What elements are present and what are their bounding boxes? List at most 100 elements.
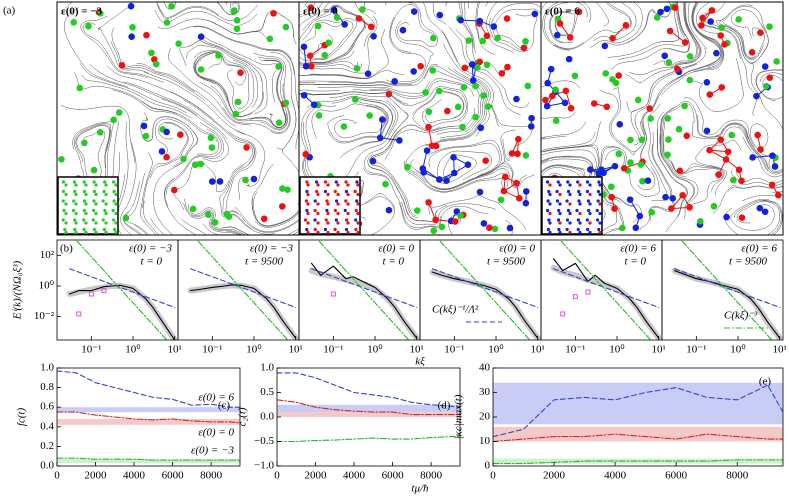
inset-dot xyxy=(598,183,602,187)
streamline xyxy=(696,2,727,40)
inset-dot xyxy=(313,218,317,222)
band xyxy=(277,412,460,417)
x-tick-label: 10¹ xyxy=(410,344,424,356)
x-tick-label: 10⁻¹ xyxy=(81,344,101,356)
vortex xyxy=(128,33,135,40)
inset-dot xyxy=(92,180,96,184)
vortex xyxy=(679,191,686,199)
x-tick-label: 10⁰ xyxy=(609,344,625,356)
vortex xyxy=(665,136,672,143)
streamline xyxy=(81,74,192,119)
inset-dot xyxy=(588,230,592,235)
vortex xyxy=(143,31,150,39)
inset-dot xyxy=(588,221,592,225)
vortex xyxy=(527,123,535,130)
vortex xyxy=(204,211,212,218)
streamline xyxy=(181,218,208,235)
inset-dot xyxy=(356,230,360,235)
inset-dot xyxy=(578,202,582,206)
inset-dot xyxy=(306,221,310,225)
vortex xyxy=(482,157,489,164)
vortex xyxy=(723,213,730,221)
vortex xyxy=(189,205,197,213)
vortex xyxy=(703,78,711,86)
inset-dot xyxy=(548,211,552,216)
band xyxy=(57,459,240,464)
streamline xyxy=(657,111,688,217)
x-tick-label: 2000 xyxy=(543,470,566,482)
inset-dot xyxy=(326,230,330,235)
x-tick-label: 10¹ xyxy=(531,344,545,356)
plot-area xyxy=(66,240,178,340)
band xyxy=(493,458,783,464)
vortex xyxy=(279,203,286,210)
streamline xyxy=(541,144,602,184)
inset-dot xyxy=(316,202,320,206)
inset-dot xyxy=(566,180,570,184)
inset-dot xyxy=(303,218,308,222)
vortex xyxy=(718,84,726,91)
vortex xyxy=(333,14,341,21)
image-panel xyxy=(541,2,783,235)
streamline xyxy=(76,125,110,180)
y-tick-label: 0.2 xyxy=(40,440,54,452)
vortex xyxy=(230,7,238,14)
series-line xyxy=(438,240,531,340)
streamline xyxy=(156,2,220,18)
x-tick-label: 10⁻¹ xyxy=(202,344,222,356)
y-tick-label: 20 xyxy=(479,411,491,423)
streamline xyxy=(123,212,143,235)
inset-dot xyxy=(558,183,562,187)
inset-dot xyxy=(114,211,118,216)
vortex xyxy=(738,177,745,185)
vortex xyxy=(639,177,646,185)
series-line xyxy=(559,240,652,340)
vortex xyxy=(302,62,310,70)
vortex xyxy=(483,32,491,40)
vortex xyxy=(379,116,386,123)
streamline xyxy=(225,131,257,215)
vortex xyxy=(454,103,462,111)
vortex xyxy=(754,131,761,139)
x-tick-label: 10⁰ xyxy=(246,344,262,356)
marker xyxy=(101,288,107,294)
streamline xyxy=(364,102,409,180)
inset-dot xyxy=(575,208,579,213)
streamline xyxy=(384,108,475,161)
vortex xyxy=(237,69,244,77)
streamline xyxy=(433,129,516,190)
vortex xyxy=(595,170,603,178)
vortex xyxy=(391,78,398,85)
x-tick-label: 6000 xyxy=(162,470,185,482)
streamline xyxy=(742,194,783,202)
vortex xyxy=(110,116,117,124)
vortex xyxy=(611,205,618,213)
streamline xyxy=(733,200,783,235)
inset-dot xyxy=(314,180,319,184)
streamline xyxy=(299,2,346,61)
vortex xyxy=(340,123,348,130)
vortex xyxy=(436,176,443,183)
inset-dot xyxy=(82,199,87,203)
inset-dot xyxy=(104,230,108,235)
x-tick-label: 10⁰ xyxy=(125,344,141,356)
streamline xyxy=(412,90,464,131)
y-tick-label: 0.0 xyxy=(40,460,54,472)
panel-title: ε(0) = 6 xyxy=(545,6,580,18)
inset-dot xyxy=(354,227,358,232)
streamline xyxy=(258,56,289,131)
subplot-subtitle: t = 0 xyxy=(383,256,405,268)
inset-dot xyxy=(84,211,88,216)
streamline xyxy=(404,168,505,193)
vortex xyxy=(735,166,743,174)
vortex xyxy=(738,214,746,221)
series-line xyxy=(553,258,660,339)
vortex xyxy=(666,27,674,35)
inset-dot xyxy=(336,192,340,197)
vortex xyxy=(506,224,514,232)
streamline xyxy=(728,28,783,129)
inset-dot xyxy=(586,227,590,232)
vortex xyxy=(208,144,216,151)
panel-label: (a) xyxy=(3,5,16,17)
streamline xyxy=(309,29,389,79)
